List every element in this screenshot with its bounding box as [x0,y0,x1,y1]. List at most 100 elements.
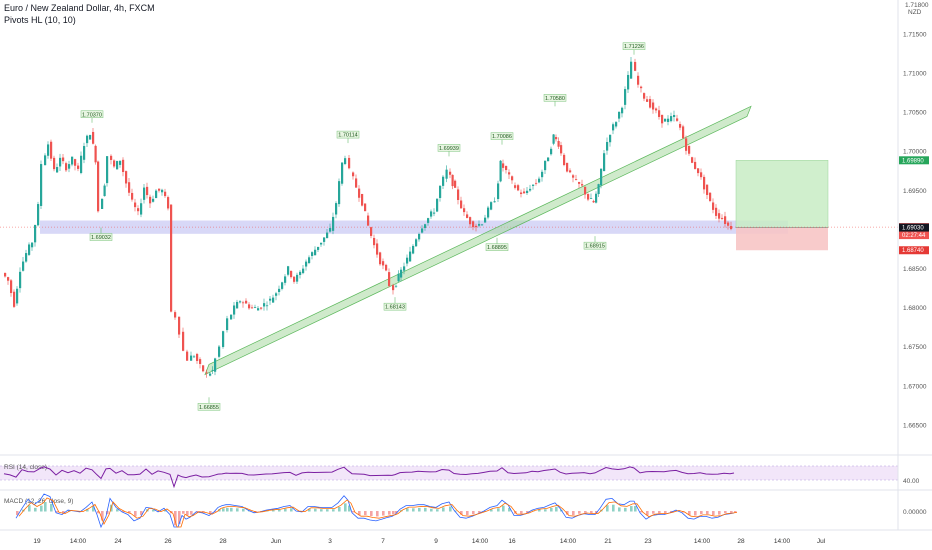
candle[interactable] [442,175,445,189]
candle[interactable] [451,174,454,190]
candle[interactable] [643,92,646,102]
candle[interactable] [284,274,287,286]
candle[interactable] [254,304,257,309]
candle[interactable] [646,95,649,102]
candle[interactable] [266,301,269,311]
candle[interactable] [190,351,193,361]
candle[interactable] [688,145,691,156]
candle[interactable] [143,184,146,204]
candle[interactable] [682,124,685,139]
candle[interactable] [65,161,68,172]
candle[interactable] [106,156,109,187]
candle[interactable] [535,179,538,186]
candle[interactable] [89,134,92,140]
candle[interactable] [621,106,624,118]
candle[interactable] [676,114,679,122]
candle[interactable] [205,369,208,378]
candle[interactable] [655,107,658,114]
candle[interactable] [634,58,637,72]
candle[interactable] [478,220,481,228]
candle[interactable] [364,203,367,212]
candle[interactable] [415,238,418,247]
candle[interactable] [499,160,502,183]
candle[interactable] [502,159,505,172]
candle[interactable] [68,160,71,173]
candle[interactable] [670,112,673,123]
candle[interactable] [615,121,618,129]
candle[interactable] [514,182,517,190]
candle[interactable] [317,246,320,253]
candle[interactable] [140,198,143,218]
candle[interactable] [97,160,100,213]
candle[interactable] [296,272,299,285]
candle[interactable] [493,197,496,203]
candle[interactable] [125,170,128,188]
candle[interactable] [196,352,199,364]
candle[interactable] [511,175,514,184]
candle[interactable] [218,344,221,359]
candle[interactable] [630,57,633,79]
candle[interactable] [22,257,25,272]
candle[interactable] [475,223,478,232]
candle[interactable] [314,246,317,256]
candle[interactable] [379,251,382,266]
candle[interactable] [275,291,278,301]
candle[interactable] [245,298,248,304]
candle[interactable] [538,176,541,184]
candle[interactable] [323,237,326,246]
candle[interactable] [352,171,355,180]
candle[interactable] [230,314,233,321]
candle[interactable] [454,179,457,189]
candle[interactable] [193,354,196,358]
candle[interactable] [469,216,472,229]
candle[interactable] [560,141,563,156]
candle[interactable] [649,95,652,109]
candle[interactable] [727,220,730,230]
candle[interactable] [624,86,627,110]
candle[interactable] [718,209,721,223]
candle[interactable] [94,144,97,165]
candle[interactable] [640,85,643,93]
candle[interactable] [403,262,406,275]
candle[interactable] [612,122,615,135]
candle[interactable] [523,188,526,194]
candle[interactable] [290,270,293,279]
candle[interactable] [16,286,19,306]
candle[interactable] [10,278,13,297]
candle[interactable] [293,276,296,284]
candle[interactable] [86,134,89,148]
candle[interactable] [101,198,104,209]
candle[interactable] [724,211,727,228]
candle[interactable] [587,193,590,202]
candle[interactable] [439,185,442,202]
candle[interactable] [517,183,520,192]
candle[interactable] [557,137,560,150]
candle[interactable] [92,128,95,145]
candle[interactable] [424,223,427,231]
candle[interactable] [490,201,493,211]
candle[interactable] [269,296,272,305]
candle[interactable] [463,204,466,216]
candle[interactable] [116,160,119,170]
candle[interactable] [355,174,358,188]
candle[interactable] [457,186,460,205]
candle[interactable] [128,177,131,196]
candle[interactable] [563,153,566,167]
candle[interactable] [679,121,682,131]
candle[interactable] [388,268,391,288]
candle[interactable] [19,267,22,293]
candle[interactable] [529,184,532,192]
candle[interactable] [281,281,284,291]
candle[interactable] [445,165,448,183]
candle[interactable] [34,224,37,247]
candle[interactable] [74,158,77,171]
candle[interactable] [584,186,587,199]
candle[interactable] [712,198,715,214]
candle[interactable] [155,189,158,199]
candle[interactable] [460,196,463,209]
candle[interactable] [397,270,400,283]
candle[interactable] [4,272,7,278]
candle[interactable] [706,184,709,199]
candle[interactable] [186,349,189,361]
candle[interactable] [627,71,630,94]
